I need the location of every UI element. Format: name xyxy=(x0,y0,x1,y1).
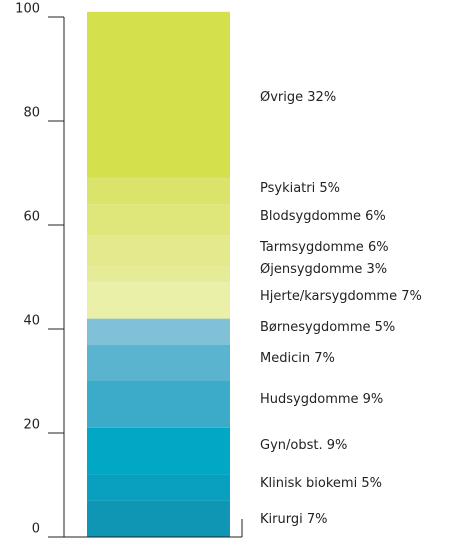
segment-value: 7% xyxy=(314,351,335,366)
segment-value: 5% xyxy=(375,320,396,335)
segment-label: Gyn/obst. 9% xyxy=(260,438,347,453)
segment-name: Øjensygdomme xyxy=(260,262,362,277)
segment-name: Medicin xyxy=(260,351,310,366)
y-tick-label: 0 xyxy=(32,522,40,537)
segment-name: Tarmsygdomme xyxy=(259,240,364,255)
y-tick-label: 20 xyxy=(23,418,40,433)
bar-segment xyxy=(87,266,230,283)
segment-label: Øvrige 32% xyxy=(260,90,336,105)
bar-segment xyxy=(87,282,230,319)
bar-segment xyxy=(87,427,230,475)
segment-label: Øjensygdomme 3% xyxy=(260,262,387,277)
segment-label: Klinisk biokemi 5% xyxy=(260,476,382,491)
segment-name: Hjerte/karsygdomme xyxy=(260,289,397,304)
bar-segment xyxy=(87,11,230,179)
segment-label: Blodsygdomme 6% xyxy=(260,209,386,224)
segment-label: Hudsygdomme 9% xyxy=(260,392,383,407)
segment-value: 9% xyxy=(327,438,348,453)
segment-value: 7% xyxy=(307,512,328,527)
segment-name: Kirurgi xyxy=(260,512,303,527)
segment-label: Hjerte/karsygdomme 7% xyxy=(260,289,422,304)
bar-segment xyxy=(87,178,230,205)
segment-label: Tarmsygdomme 6% xyxy=(259,240,389,255)
segment-name: Blodsygdomme xyxy=(260,209,361,224)
segment-name: Psykiatri xyxy=(260,181,315,196)
bar-segment xyxy=(87,500,230,537)
bar-segment xyxy=(87,381,230,428)
bar-segment xyxy=(87,204,230,236)
bar-segment xyxy=(87,235,230,267)
bar-segment xyxy=(87,344,230,381)
segment-value: 32% xyxy=(307,90,336,105)
y-tick-label: 80 xyxy=(23,106,40,121)
segment-value: 6% xyxy=(365,209,386,224)
segment-value: 5% xyxy=(361,476,382,491)
segment-value: 9% xyxy=(363,392,384,407)
segment-name: Hudsygdomme xyxy=(260,392,359,407)
y-tick-label: 100 xyxy=(15,2,40,17)
segment-label: Psykiatri 5% xyxy=(260,181,340,196)
segment-value: 6% xyxy=(368,240,389,255)
segment-label: Børnesygdomme 5% xyxy=(260,320,395,335)
y-tick-label: 40 xyxy=(23,314,40,329)
segment-label: Kirurgi 7% xyxy=(260,512,327,527)
bar-segment xyxy=(87,318,230,345)
segment-label: Medicin 7% xyxy=(260,351,335,366)
bar-segment xyxy=(87,474,230,501)
segment-name: Øvrige xyxy=(260,90,303,105)
segment-value: 7% xyxy=(401,289,422,304)
y-tick-label: 60 xyxy=(23,210,40,225)
segment-name: Klinisk biokemi xyxy=(260,476,357,491)
segment-value: 3% xyxy=(366,262,387,277)
segment-name: Børnesygdomme xyxy=(260,320,370,335)
segment-value: 5% xyxy=(319,181,340,196)
segment-name: Gyn/obst. xyxy=(260,438,323,453)
